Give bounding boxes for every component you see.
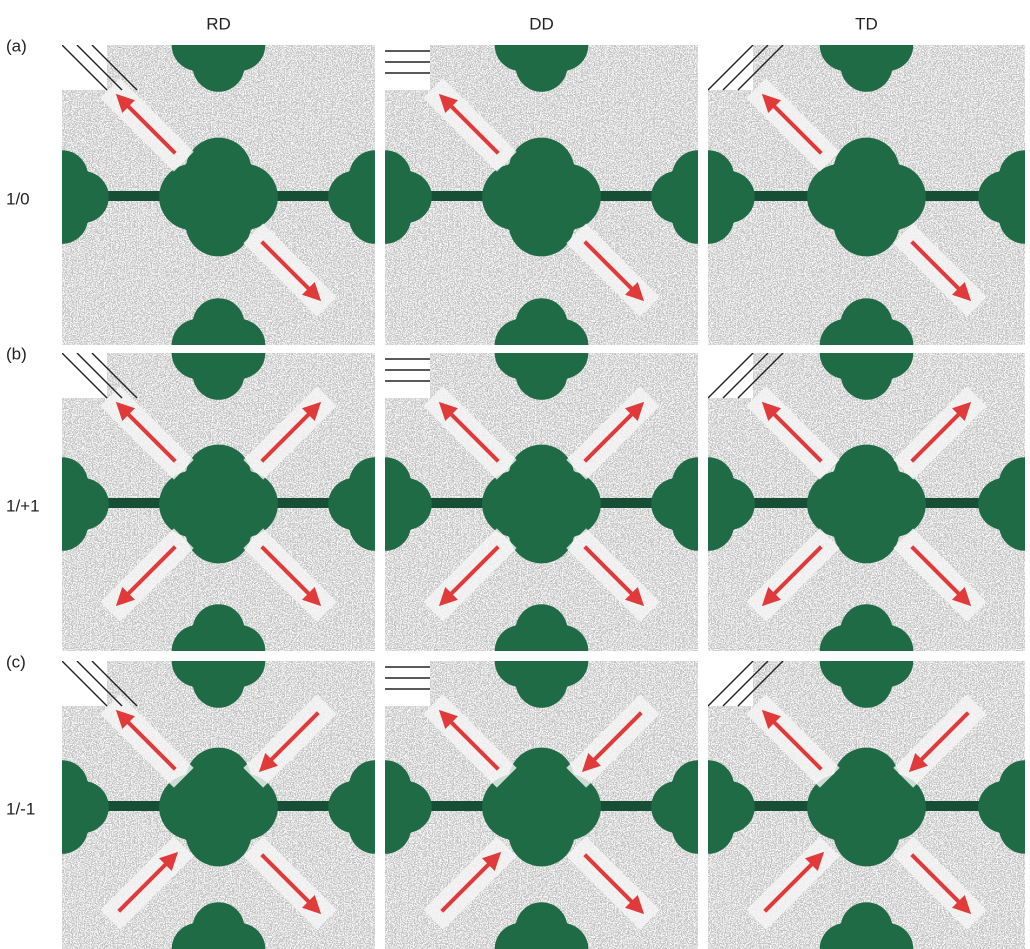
icon-box bbox=[385, 45, 430, 90]
cutout bbox=[841, 923, 893, 949]
row-label: (a) bbox=[6, 36, 27, 55]
orientation-icon bbox=[385, 353, 430, 398]
panel bbox=[15, 0, 422, 392]
cutout bbox=[186, 164, 252, 230]
cutout bbox=[36, 478, 88, 530]
cutout bbox=[834, 774, 900, 840]
cutout bbox=[509, 164, 575, 230]
icon-box bbox=[385, 661, 430, 706]
panel bbox=[15, 614, 422, 949]
cutout bbox=[834, 164, 900, 230]
panel bbox=[661, 614, 1030, 949]
cutout bbox=[834, 471, 900, 537]
column-header: DD bbox=[529, 14, 554, 33]
orientation-icon bbox=[385, 45, 430, 90]
cutout bbox=[36, 781, 88, 833]
figure: RD DD TD (a) 1/0 (b) 1/+1 (c) 1/-1 bbox=[0, 0, 1030, 949]
panel bbox=[338, 614, 745, 949]
row-ratio: 1/-1 bbox=[6, 799, 35, 818]
cutout bbox=[516, 923, 568, 949]
panel bbox=[15, 306, 422, 698]
orientation-icon bbox=[385, 661, 430, 706]
icon-box bbox=[385, 353, 430, 398]
cutout bbox=[509, 471, 575, 537]
row-ratio: 1/+1 bbox=[6, 496, 40, 515]
cutout bbox=[193, 923, 245, 949]
page: {"columns": ["RD", "DD", "TD"], "rows": … bbox=[0, 0, 1030, 949]
row-ratio: 1/0 bbox=[6, 189, 30, 208]
cutout bbox=[186, 774, 252, 840]
cutout bbox=[36, 171, 88, 223]
cutout bbox=[509, 774, 575, 840]
cutout bbox=[999, 171, 1030, 223]
cutout bbox=[999, 478, 1030, 530]
panel bbox=[338, 306, 745, 698]
cutout bbox=[186, 471, 252, 537]
cutout bbox=[999, 781, 1030, 833]
row-label: (c) bbox=[6, 652, 26, 671]
panel bbox=[661, 0, 1030, 392]
row-label: (b) bbox=[6, 344, 27, 363]
panel bbox=[338, 0, 745, 392]
panel bbox=[661, 306, 1030, 698]
column-header: TD bbox=[855, 14, 878, 33]
column-header: RD bbox=[206, 14, 231, 33]
